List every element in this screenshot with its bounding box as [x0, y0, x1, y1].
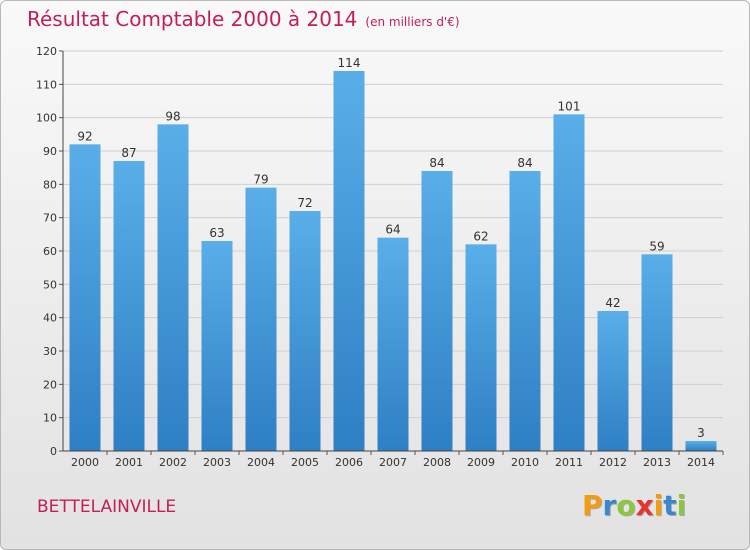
y-tick-label-0: 0 — [50, 445, 57, 458]
x-tick-label-2013: 2013 — [643, 456, 671, 469]
bar-2010 — [509, 171, 541, 451]
data-label-2003: 63 — [209, 226, 224, 240]
commune-name: BETTELAINVILLE — [37, 497, 177, 517]
y-tick-label-80: 80 — [43, 178, 57, 191]
logo-letter: o — [616, 489, 636, 522]
bar-2001 — [113, 161, 145, 451]
y-tick-label-10: 10 — [43, 412, 57, 425]
data-label-2008: 84 — [429, 156, 444, 170]
bar-2004 — [245, 187, 277, 451]
data-label-2014: 3 — [697, 426, 705, 440]
data-label-2009: 62 — [473, 229, 488, 243]
bar-2003 — [201, 241, 233, 451]
data-label-2000: 92 — [77, 129, 92, 143]
proxiti-logo[interactable]: Proxiti — [582, 489, 686, 522]
bar-2013 — [641, 254, 673, 451]
y-tick-label-120: 120 — [36, 45, 57, 58]
logo-letter: r — [602, 489, 617, 522]
y-tick-label-40: 40 — [43, 312, 57, 325]
x-tick-label-2010: 2010 — [511, 456, 539, 469]
x-tick-label-2014: 2014 — [687, 456, 715, 469]
data-label-2007: 64 — [385, 223, 400, 237]
data-label-2004: 79 — [253, 173, 268, 187]
data-label-2002: 98 — [165, 109, 180, 123]
logo-letter: P — [582, 489, 603, 522]
y-tick-label-50: 50 — [43, 278, 57, 291]
x-tick-label-2012: 2012 — [599, 456, 627, 469]
bar-2011 — [553, 114, 585, 451]
y-tick-label-70: 70 — [43, 212, 57, 225]
y-tick-label-110: 110 — [36, 78, 57, 91]
x-tick-label-2007: 2007 — [379, 456, 407, 469]
y-tick-label-60: 60 — [43, 245, 57, 258]
bar-2012 — [597, 311, 629, 451]
data-label-2005: 72 — [297, 196, 312, 210]
y-tick-label-20: 20 — [43, 378, 57, 391]
data-label-2011: 101 — [558, 99, 581, 113]
y-tick-label-90: 90 — [43, 145, 57, 158]
logo-letter: i — [653, 489, 664, 522]
label-layer: 92 87 98 63 79 72 114 64 84 62 84 101 42 59 3 — [77, 56, 704, 440]
data-label-2001: 87 — [121, 146, 136, 160]
logo-letter: i — [676, 489, 687, 522]
bar-2000 — [69, 144, 101, 452]
x-tick-label-2011: 2011 — [555, 456, 583, 469]
bar-2006 — [333, 71, 365, 451]
x-tick-label-2004: 2004 — [247, 456, 275, 469]
bar-2005 — [289, 211, 321, 451]
y-tick-label-100: 100 — [36, 112, 57, 125]
chart-title-text: Résultat Comptable 2000 à 2014 — [27, 7, 358, 31]
x-tick-label-2003: 2003 — [203, 456, 231, 469]
chart-subtitle: (en milliers d'€) — [365, 15, 460, 29]
x-tick-label-2001: 2001 — [115, 456, 143, 469]
x-tick-label-2002: 2002 — [159, 456, 187, 469]
x-tick-label-2009: 2009 — [467, 456, 495, 469]
bar-2014 — [685, 441, 717, 451]
data-label-2013: 59 — [649, 239, 664, 253]
x-tick-label-2006: 2006 — [335, 456, 363, 469]
data-label-2010: 84 — [517, 156, 532, 170]
axis-layer: 0 10 20 30 40 50 60 70 80 90 100 110 120 2000 2001 2002… — [36, 45, 724, 469]
data-label-2012: 42 — [605, 296, 620, 310]
y-tick-label-30: 30 — [43, 345, 57, 358]
bar-2009 — [465, 244, 497, 451]
x-tick-label-2000: 2000 — [71, 456, 99, 469]
x-tick-label-2005: 2005 — [291, 456, 319, 469]
bar-2008 — [421, 171, 453, 451]
data-label-2006: 114 — [338, 56, 361, 70]
bar-layer — [69, 71, 717, 452]
logo-letter: t — [663, 489, 677, 522]
x-tick-label-2008: 2008 — [423, 456, 451, 469]
chart-title: Résultat Comptable 2000 à 2014 (en millie… — [27, 7, 460, 31]
bar-2007 — [377, 237, 409, 451]
bar-2002 — [157, 124, 189, 451]
logo-letter: x — [635, 489, 654, 522]
